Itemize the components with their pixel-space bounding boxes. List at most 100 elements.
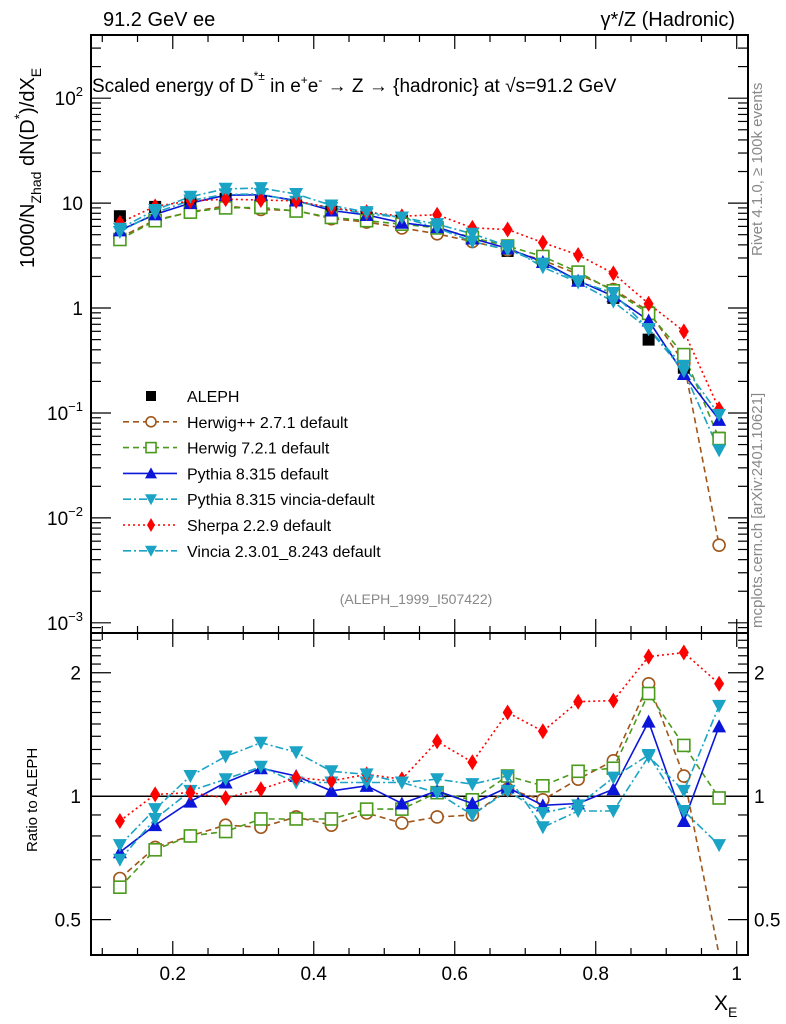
main-marker xyxy=(608,265,619,282)
ratio-marker xyxy=(183,794,198,808)
ratio-marker xyxy=(606,805,621,819)
ratio-frame xyxy=(90,632,749,956)
legend-label: Herwig 7.2.1 default xyxy=(187,441,330,458)
main-marker xyxy=(641,323,656,337)
x-tick-label: 0.2 xyxy=(160,964,186,985)
header-right: γ*/Z (Hadronic) xyxy=(601,9,735,31)
ratio-marker xyxy=(218,773,233,787)
ratio-marker xyxy=(183,770,198,784)
ratio-marker xyxy=(148,803,163,817)
ratio-marker xyxy=(465,796,480,810)
ratio-marker xyxy=(678,644,689,661)
y-tick-label: 10−2 xyxy=(47,504,83,530)
ratio-marker xyxy=(606,782,621,796)
ratio-marker xyxy=(537,723,548,740)
ratio-marker xyxy=(606,771,621,785)
ratio-marker xyxy=(113,880,127,894)
main-series xyxy=(112,182,727,552)
ratio-marker xyxy=(220,789,231,806)
ratio-marker xyxy=(291,769,302,786)
ratio-series-line xyxy=(119,753,720,861)
legend: ALEPH Herwig++ 2.7.1 default Herwig 7.2.1 … xyxy=(123,389,381,561)
ratio-marker xyxy=(573,693,584,710)
main-marker xyxy=(606,287,621,301)
legend-item: Sherpa 2.2.9 default xyxy=(123,518,332,535)
ratio-marker xyxy=(183,829,198,843)
ratio-series xyxy=(112,644,727,956)
ratio-marker xyxy=(535,821,550,835)
y-tick-label: 102 xyxy=(55,84,83,110)
legend-label: Sherpa 2.2.9 default xyxy=(187,518,332,535)
ratio-marker xyxy=(465,778,480,792)
main-marker xyxy=(324,199,339,213)
main-marker xyxy=(677,347,691,362)
reference-label: (ALEPH_1999_I507422) xyxy=(340,591,493,607)
ratio-marker xyxy=(430,810,444,824)
ratio-marker xyxy=(359,776,374,790)
ratio-marker xyxy=(677,769,691,783)
ratio-marker xyxy=(641,686,656,701)
ratio-marker xyxy=(465,808,480,822)
legend-item: Pythia 8.315 vincia-default xyxy=(123,492,375,509)
ratio-marker xyxy=(326,772,337,789)
ratio-marker xyxy=(430,786,445,800)
legend-marker xyxy=(145,545,157,557)
ratio-marker xyxy=(676,805,691,819)
mcplots-label: mcplots.cern.ch [arXiv:2401.10621] xyxy=(749,393,766,628)
main-marker xyxy=(643,295,654,312)
main-axis-ticks: 102 10 1 10−1 10−2 10−3 xyxy=(47,34,748,635)
ratio-marker xyxy=(254,812,268,826)
ratio-marker xyxy=(394,796,409,810)
main-marker xyxy=(537,234,548,251)
ratio-marker xyxy=(359,768,374,782)
ratio-marker xyxy=(114,813,125,830)
main-series-line xyxy=(119,193,720,421)
main-marker xyxy=(112,222,127,236)
ratio-marker xyxy=(218,750,233,764)
main-marker xyxy=(712,538,726,552)
legend-label: Vincia 2.3.01_8.243 default xyxy=(187,544,381,561)
ratio-marker xyxy=(677,738,691,753)
ratio-marker xyxy=(641,714,656,728)
main-series-line xyxy=(119,193,720,451)
ratio-marker xyxy=(395,816,409,830)
legend-marker xyxy=(145,494,157,506)
ratio-series-line xyxy=(119,681,720,956)
main-marker xyxy=(500,240,515,254)
main-marker xyxy=(218,182,233,196)
ratio-marker xyxy=(502,704,513,721)
ratio-marker xyxy=(253,760,268,774)
ratio-marker xyxy=(500,784,515,798)
x-tick-label: 0.6 xyxy=(442,964,468,985)
legend-item: ALEPH xyxy=(146,389,239,406)
main-marker xyxy=(465,227,480,241)
y-tick-label: 10 xyxy=(62,194,83,215)
legend-label: Pythia 8.315 default xyxy=(187,466,329,483)
ratio-marker xyxy=(714,675,725,692)
main-marker xyxy=(502,221,513,238)
main-marker xyxy=(712,444,727,458)
ratio-marker xyxy=(218,824,233,839)
ratio-series-line xyxy=(119,691,720,888)
main-marker xyxy=(535,261,550,275)
ratio-marker xyxy=(430,773,445,787)
x-tick-label: 1 xyxy=(731,964,742,985)
ratio-marker xyxy=(712,719,727,733)
ratio-marker xyxy=(324,783,339,797)
ratio-marker xyxy=(324,812,339,826)
main-marker xyxy=(253,182,268,196)
ratio-marker xyxy=(185,784,196,801)
ratio-marker xyxy=(676,814,691,828)
legend-item: Herwig++ 2.7.1 default xyxy=(123,415,349,432)
legend-item: Vincia 2.3.01_8.243 default xyxy=(123,544,381,561)
x-tick-label: 0.8 xyxy=(583,964,609,985)
main-marker xyxy=(606,295,621,309)
main-marker xyxy=(183,190,198,204)
ratio-marker xyxy=(148,843,162,857)
ratio-marker xyxy=(712,791,726,805)
legend-marker xyxy=(147,518,155,532)
ratio-marker xyxy=(643,648,654,665)
main-marker xyxy=(676,360,691,374)
main-marker xyxy=(573,247,584,264)
